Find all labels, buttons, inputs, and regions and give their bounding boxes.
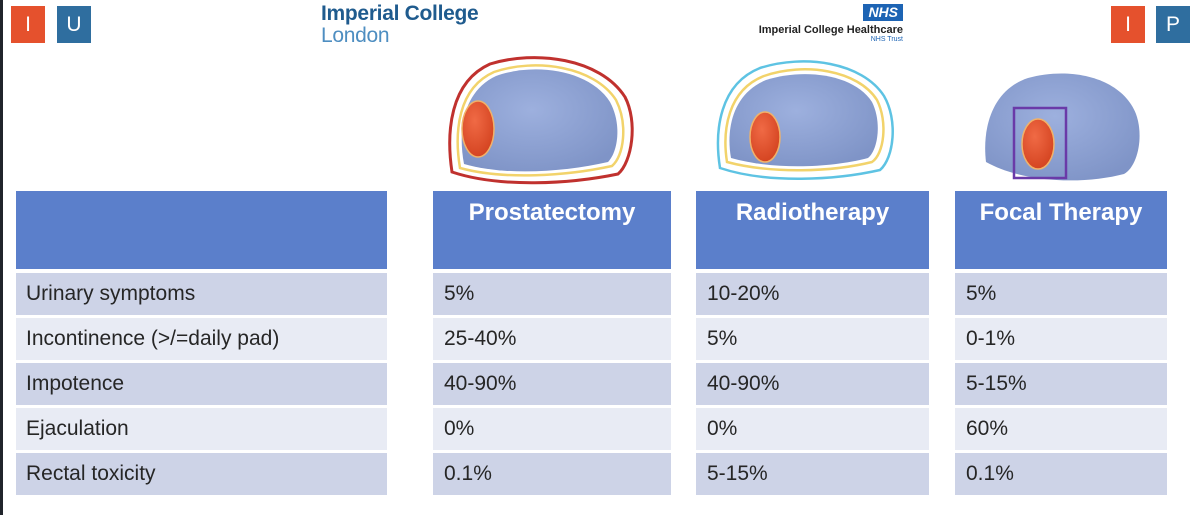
- table-cell: 5%: [955, 273, 1167, 315]
- nhs-trust-label: NHS Trust: [870, 36, 903, 43]
- prostate-surgery-diagram-icon: [448, 56, 634, 185]
- table-cell: 0%: [696, 408, 929, 450]
- table-cell: 0%: [433, 408, 671, 450]
- table-cell: 40-90%: [696, 363, 929, 405]
- header-prostatectomy: Prostatectomy: [433, 191, 671, 269]
- table-cell: 60%: [955, 408, 1167, 450]
- table-cell: 10-20%: [696, 273, 929, 315]
- table-cell: 25-40%: [433, 318, 671, 360]
- table-header-empty: [16, 191, 387, 269]
- table-cell: 0.1%: [955, 453, 1167, 495]
- nhs-trust-logo: NHS Imperial College Healthcare NHS Trus…: [727, 4, 903, 44]
- table-cell: 5-15%: [696, 453, 929, 495]
- prostate-radiotherapy-diagram-icon: [716, 60, 894, 180]
- row-label: Rectal toxicity: [16, 453, 387, 495]
- table-cell: 5%: [433, 273, 671, 315]
- header-focal-therapy: Focal Therapy: [955, 191, 1167, 269]
- badge-right-i: I: [1111, 6, 1145, 43]
- table-cell: 40-90%: [433, 363, 671, 405]
- imperial-logo-line1: Imperial College: [321, 2, 479, 25]
- badge-right-p: P: [1156, 6, 1190, 43]
- nhs-trust-name: Imperial College Healthcare: [758, 24, 903, 36]
- badge-left-i: I: [11, 6, 45, 43]
- slide-left-edge: [0, 0, 3, 515]
- table-cell: 5-15%: [955, 363, 1167, 405]
- table-cell: 0.1%: [433, 453, 671, 495]
- row-label: Incontinence (>/=daily pad): [16, 318, 387, 360]
- table-cell: 5%: [696, 318, 929, 360]
- imperial-logo-line2: London: [321, 24, 390, 47]
- imperial-college-logo: Imperial College London: [321, 2, 479, 47]
- prostate-focal-therapy-diagram-icon: [985, 73, 1140, 181]
- row-label: Ejaculation: [16, 408, 387, 450]
- header-radiotherapy: Radiotherapy: [696, 191, 929, 269]
- badge-left-u: U: [57, 6, 91, 43]
- row-label: Impotence: [16, 363, 387, 405]
- nhs-mark: NHS: [863, 4, 903, 21]
- table-cell: 0-1%: [955, 318, 1167, 360]
- row-label: Urinary symptoms: [16, 273, 387, 315]
